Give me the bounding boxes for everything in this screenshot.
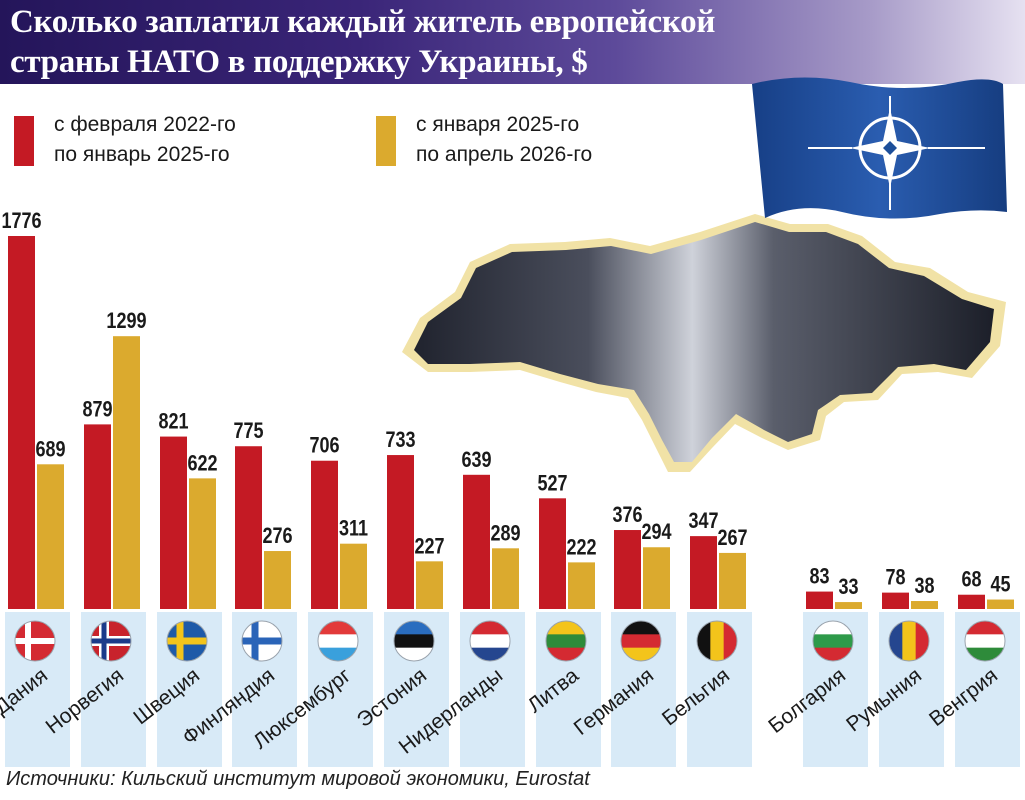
nato-emblem-icon — [808, 96, 985, 210]
bar-series2 — [911, 601, 938, 609]
source-note: Источники: Кильский институт мировой эко… — [6, 768, 590, 790]
bar-series2 — [568, 562, 595, 609]
germany-flag-icon — [620, 620, 662, 662]
value-label-series2: 294 — [641, 521, 672, 545]
value-label-series2: 33 — [838, 575, 858, 599]
bar-series1 — [539, 498, 566, 609]
column-stripes — [5, 612, 1020, 767]
estonia-flag-icon — [393, 620, 435, 662]
value-label-series1: 527 — [537, 472, 567, 496]
legend-swatch-series2 — [376, 116, 396, 166]
belgium-flag-icon — [696, 620, 738, 662]
bar-series2 — [492, 548, 519, 609]
denmark-flag-icon — [14, 620, 56, 662]
bar-series1 — [958, 594, 985, 609]
value-label-series2: 45 — [990, 573, 1010, 597]
bar-series1 — [235, 446, 262, 609]
bar-series1 — [806, 591, 833, 609]
hungary-flag-icon — [964, 620, 1006, 662]
bar-series2 — [643, 547, 670, 609]
value-label-series1: 347 — [688, 510, 718, 534]
bar-series1 — [690, 536, 717, 609]
bar-series2 — [416, 561, 443, 609]
bar-series1 — [8, 236, 35, 609]
value-label-series2: 267 — [717, 526, 747, 550]
bar-series1 — [311, 460, 338, 609]
legend-swatch-series1 — [14, 116, 34, 166]
bar-series2 — [719, 552, 746, 609]
bar-series1 — [882, 592, 909, 609]
title-banner: Сколько заплатил каждый житель европейск… — [0, 0, 1025, 84]
value-label-series1: 68 — [961, 568, 981, 592]
norway-flag-icon — [90, 620, 132, 662]
value-label-series1: 733 — [385, 428, 415, 452]
bar-series2 — [189, 478, 216, 609]
bar-series1 — [84, 424, 111, 609]
bar-series2 — [113, 336, 140, 609]
bar-series2 — [835, 602, 862, 609]
finland-flag-icon — [241, 620, 283, 662]
country-flags — [14, 620, 1006, 662]
value-label-series2: 289 — [490, 522, 520, 546]
value-label-series2: 276 — [262, 524, 292, 548]
bar-series2 — [340, 543, 367, 609]
bar-series2 — [264, 551, 291, 609]
bar-series2 — [987, 599, 1014, 609]
bars: 1776 689 879 1299 821 622 775 276 706 311 733 227 63… — [1, 209, 1014, 609]
legend-label-series1: с февраля 2022-го по январь 2025-го — [54, 110, 354, 170]
legend-label-series1-line2: по январь 2025-го — [54, 143, 230, 166]
bar-series2 — [37, 464, 64, 609]
legend-label-series2-line2: по апрель 2026-го — [416, 143, 593, 166]
decoration — [402, 77, 1007, 472]
bar-series1 — [387, 455, 414, 609]
value-label-series2: 622 — [187, 452, 217, 476]
legend-label-series1-line1: с февраля 2022-го — [54, 113, 236, 136]
bar-series1 — [160, 436, 187, 609]
value-label-series2: 38 — [914, 574, 934, 598]
bar-series1 — [614, 530, 641, 609]
value-label-series1: 639 — [461, 448, 491, 472]
chart-title: Сколько заплатил каждый житель европейск… — [10, 4, 716, 80]
romania-flag-icon — [888, 620, 930, 662]
value-label-series2: 222 — [566, 536, 596, 560]
ukraine-map — [414, 222, 994, 462]
value-label-series2: 227 — [414, 535, 444, 559]
value-label-series1: 821 — [158, 410, 188, 434]
bulgaria-flag-icon — [812, 620, 854, 662]
legend-label-series2-line1: с января 2025-го — [416, 113, 580, 136]
value-label-series2: 689 — [35, 438, 65, 462]
bar-series1 — [463, 474, 490, 609]
lithuania-flag-icon — [545, 620, 587, 662]
value-label-series1: 83 — [809, 565, 829, 589]
value-label-series1: 879 — [82, 398, 112, 422]
value-label-series1: 376 — [612, 503, 642, 527]
value-label-series1: 78 — [885, 566, 905, 590]
luxembourg-flag-icon — [317, 620, 359, 662]
netherlands-flag-icon — [469, 620, 511, 662]
value-label-series1: 706 — [309, 434, 339, 458]
value-label-series1: 775 — [233, 420, 263, 444]
value-label-series2: 1299 — [106, 310, 146, 334]
value-label-series2: 311 — [339, 517, 368, 541]
value-label-series1: 1776 — [1, 209, 41, 233]
legend-label-series2: с января 2025-го по апрель 2026-го — [416, 110, 716, 170]
sweden-flag-icon — [166, 620, 208, 662]
